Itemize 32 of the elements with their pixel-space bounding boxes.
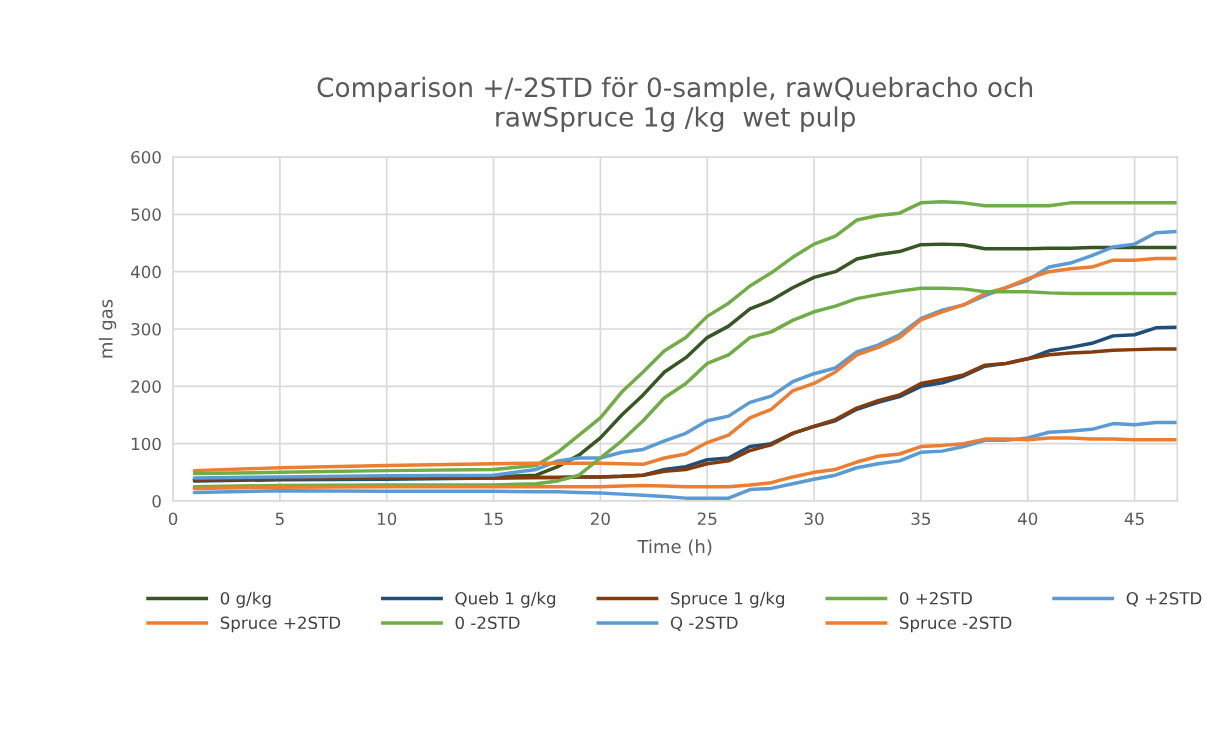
legend-label: 0 +2STD bbox=[899, 591, 972, 605]
x-tick-label: 5 bbox=[275, 512, 284, 526]
x-tick-label: 40 bbox=[1017, 512, 1038, 526]
x-tick-label: 10 bbox=[377, 512, 397, 526]
y-tick-label: 200 bbox=[131, 380, 161, 393]
legend-label: 0 -2STD bbox=[455, 616, 520, 630]
x-tick-label: 30 bbox=[804, 512, 824, 526]
legend-label: Spruce -2STD bbox=[899, 616, 1012, 633]
x-tick-label: 15 bbox=[484, 512, 503, 526]
y-tick-label: 600 bbox=[131, 150, 161, 164]
x-tick-label: 0 bbox=[168, 512, 178, 526]
y-tick-label: 100 bbox=[131, 437, 161, 451]
line-series bbox=[192, 436, 1178, 491]
line-series bbox=[192, 420, 1178, 500]
y-tick-label: 300 bbox=[131, 322, 161, 336]
x-tick-label: 35 bbox=[911, 512, 931, 526]
y-axis-title: ml gas bbox=[98, 299, 117, 358]
legend-label: Queb 1 g/kg bbox=[455, 591, 556, 608]
legend-label: Q -2STD bbox=[670, 616, 738, 631]
legend-label: Q +2STD bbox=[1126, 591, 1202, 607]
y-tick-label: 0 bbox=[152, 494, 161, 508]
legend-label: Spruce +2STD bbox=[220, 616, 341, 633]
x-tick-label: 25 bbox=[697, 512, 717, 526]
legend-label: 0 g/kg bbox=[220, 591, 271, 608]
x-tick-label: 20 bbox=[590, 512, 610, 526]
line-series bbox=[192, 347, 1178, 481]
chart-title: Comparison +/-2STD för 0-sample, rawQuebracho och rawSpruce 1g /kg wet pulp bbox=[317, 76, 1033, 132]
legend-label: Spruce 1 g/kg bbox=[671, 591, 785, 608]
x-tick-label: 45 bbox=[1124, 512, 1144, 526]
y-tick-label: 500 bbox=[131, 208, 161, 221]
x-axis-title: Time (h) bbox=[637, 539, 712, 556]
y-tick-label: 400 bbox=[130, 265, 161, 279]
